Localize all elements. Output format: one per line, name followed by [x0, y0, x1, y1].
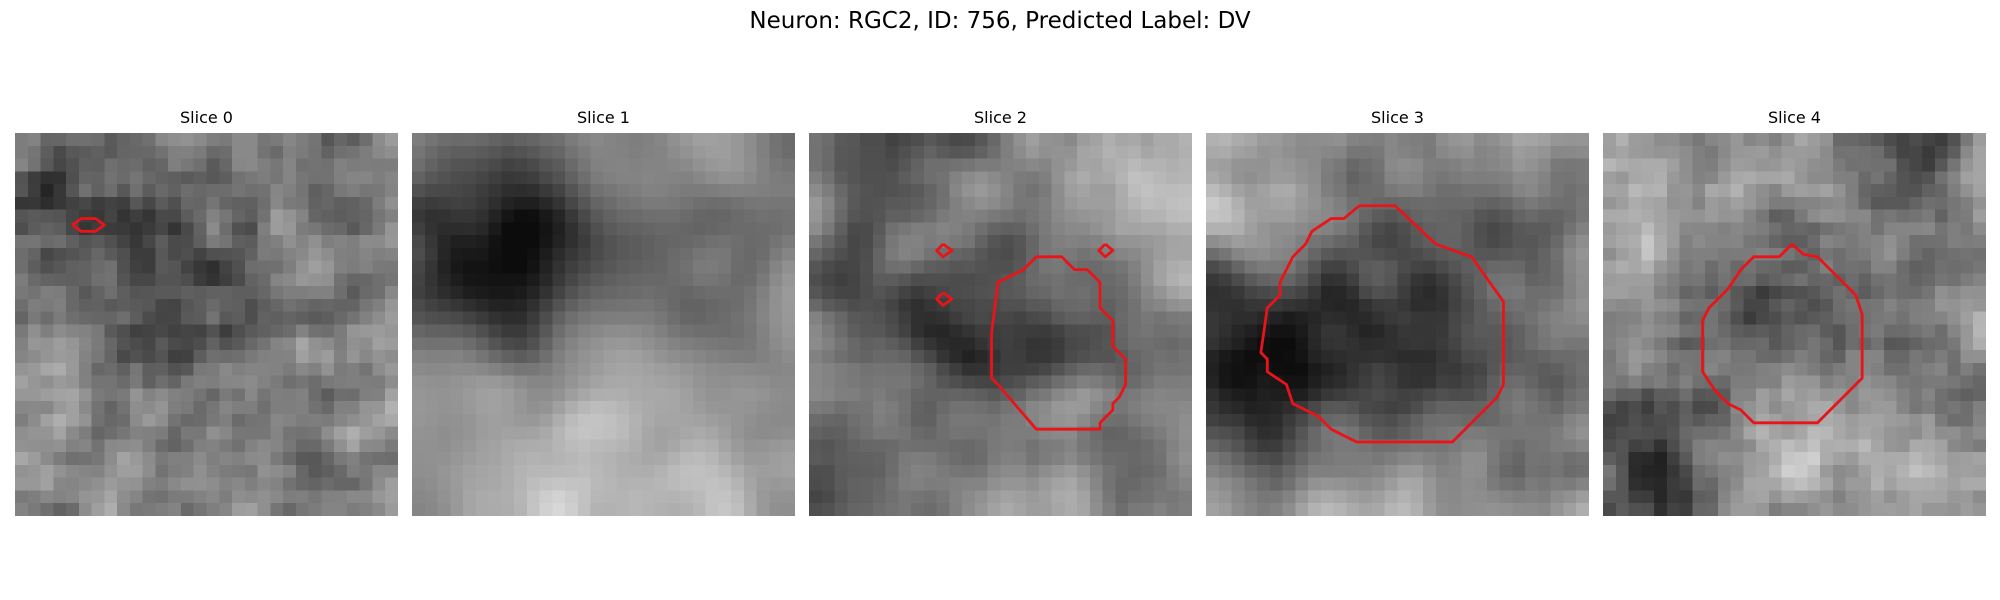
slice-panel-4: Slice 4: [1603, 108, 1986, 516]
slice-title-0: Slice 0: [180, 108, 233, 127]
segmentation-contour: [935, 242, 954, 259]
slice-title-3: Slice 3: [1371, 108, 1424, 127]
slice-image-1: [412, 133, 795, 516]
slice-image-0: [15, 133, 398, 516]
slice-image-4: [1603, 133, 1986, 516]
slice-panel-0: Slice 0: [15, 108, 398, 516]
slice-panel-2: Slice 2: [809, 108, 1192, 516]
figure-title: Neuron: RGC2, ID: 756, Predicted Label: …: [749, 8, 1251, 34]
segmentation-contour: [1701, 243, 1864, 425]
segmentation-contour: [990, 255, 1128, 431]
slice-panel-1: Slice 1: [412, 108, 795, 516]
slice-image-3: [1206, 133, 1589, 516]
slice-image-2: [809, 133, 1192, 516]
segmentation-contour: [1097, 242, 1115, 259]
segmentation-contour: [71, 217, 106, 233]
slice-title-1: Slice 1: [577, 108, 630, 127]
segmentation-contour: [1259, 204, 1505, 444]
slice-title-4: Slice 4: [1768, 108, 1821, 127]
slice-title-2: Slice 2: [974, 108, 1027, 127]
slice-panel-3: Slice 3: [1206, 108, 1589, 516]
segmentation-contour: [935, 291, 954, 307]
